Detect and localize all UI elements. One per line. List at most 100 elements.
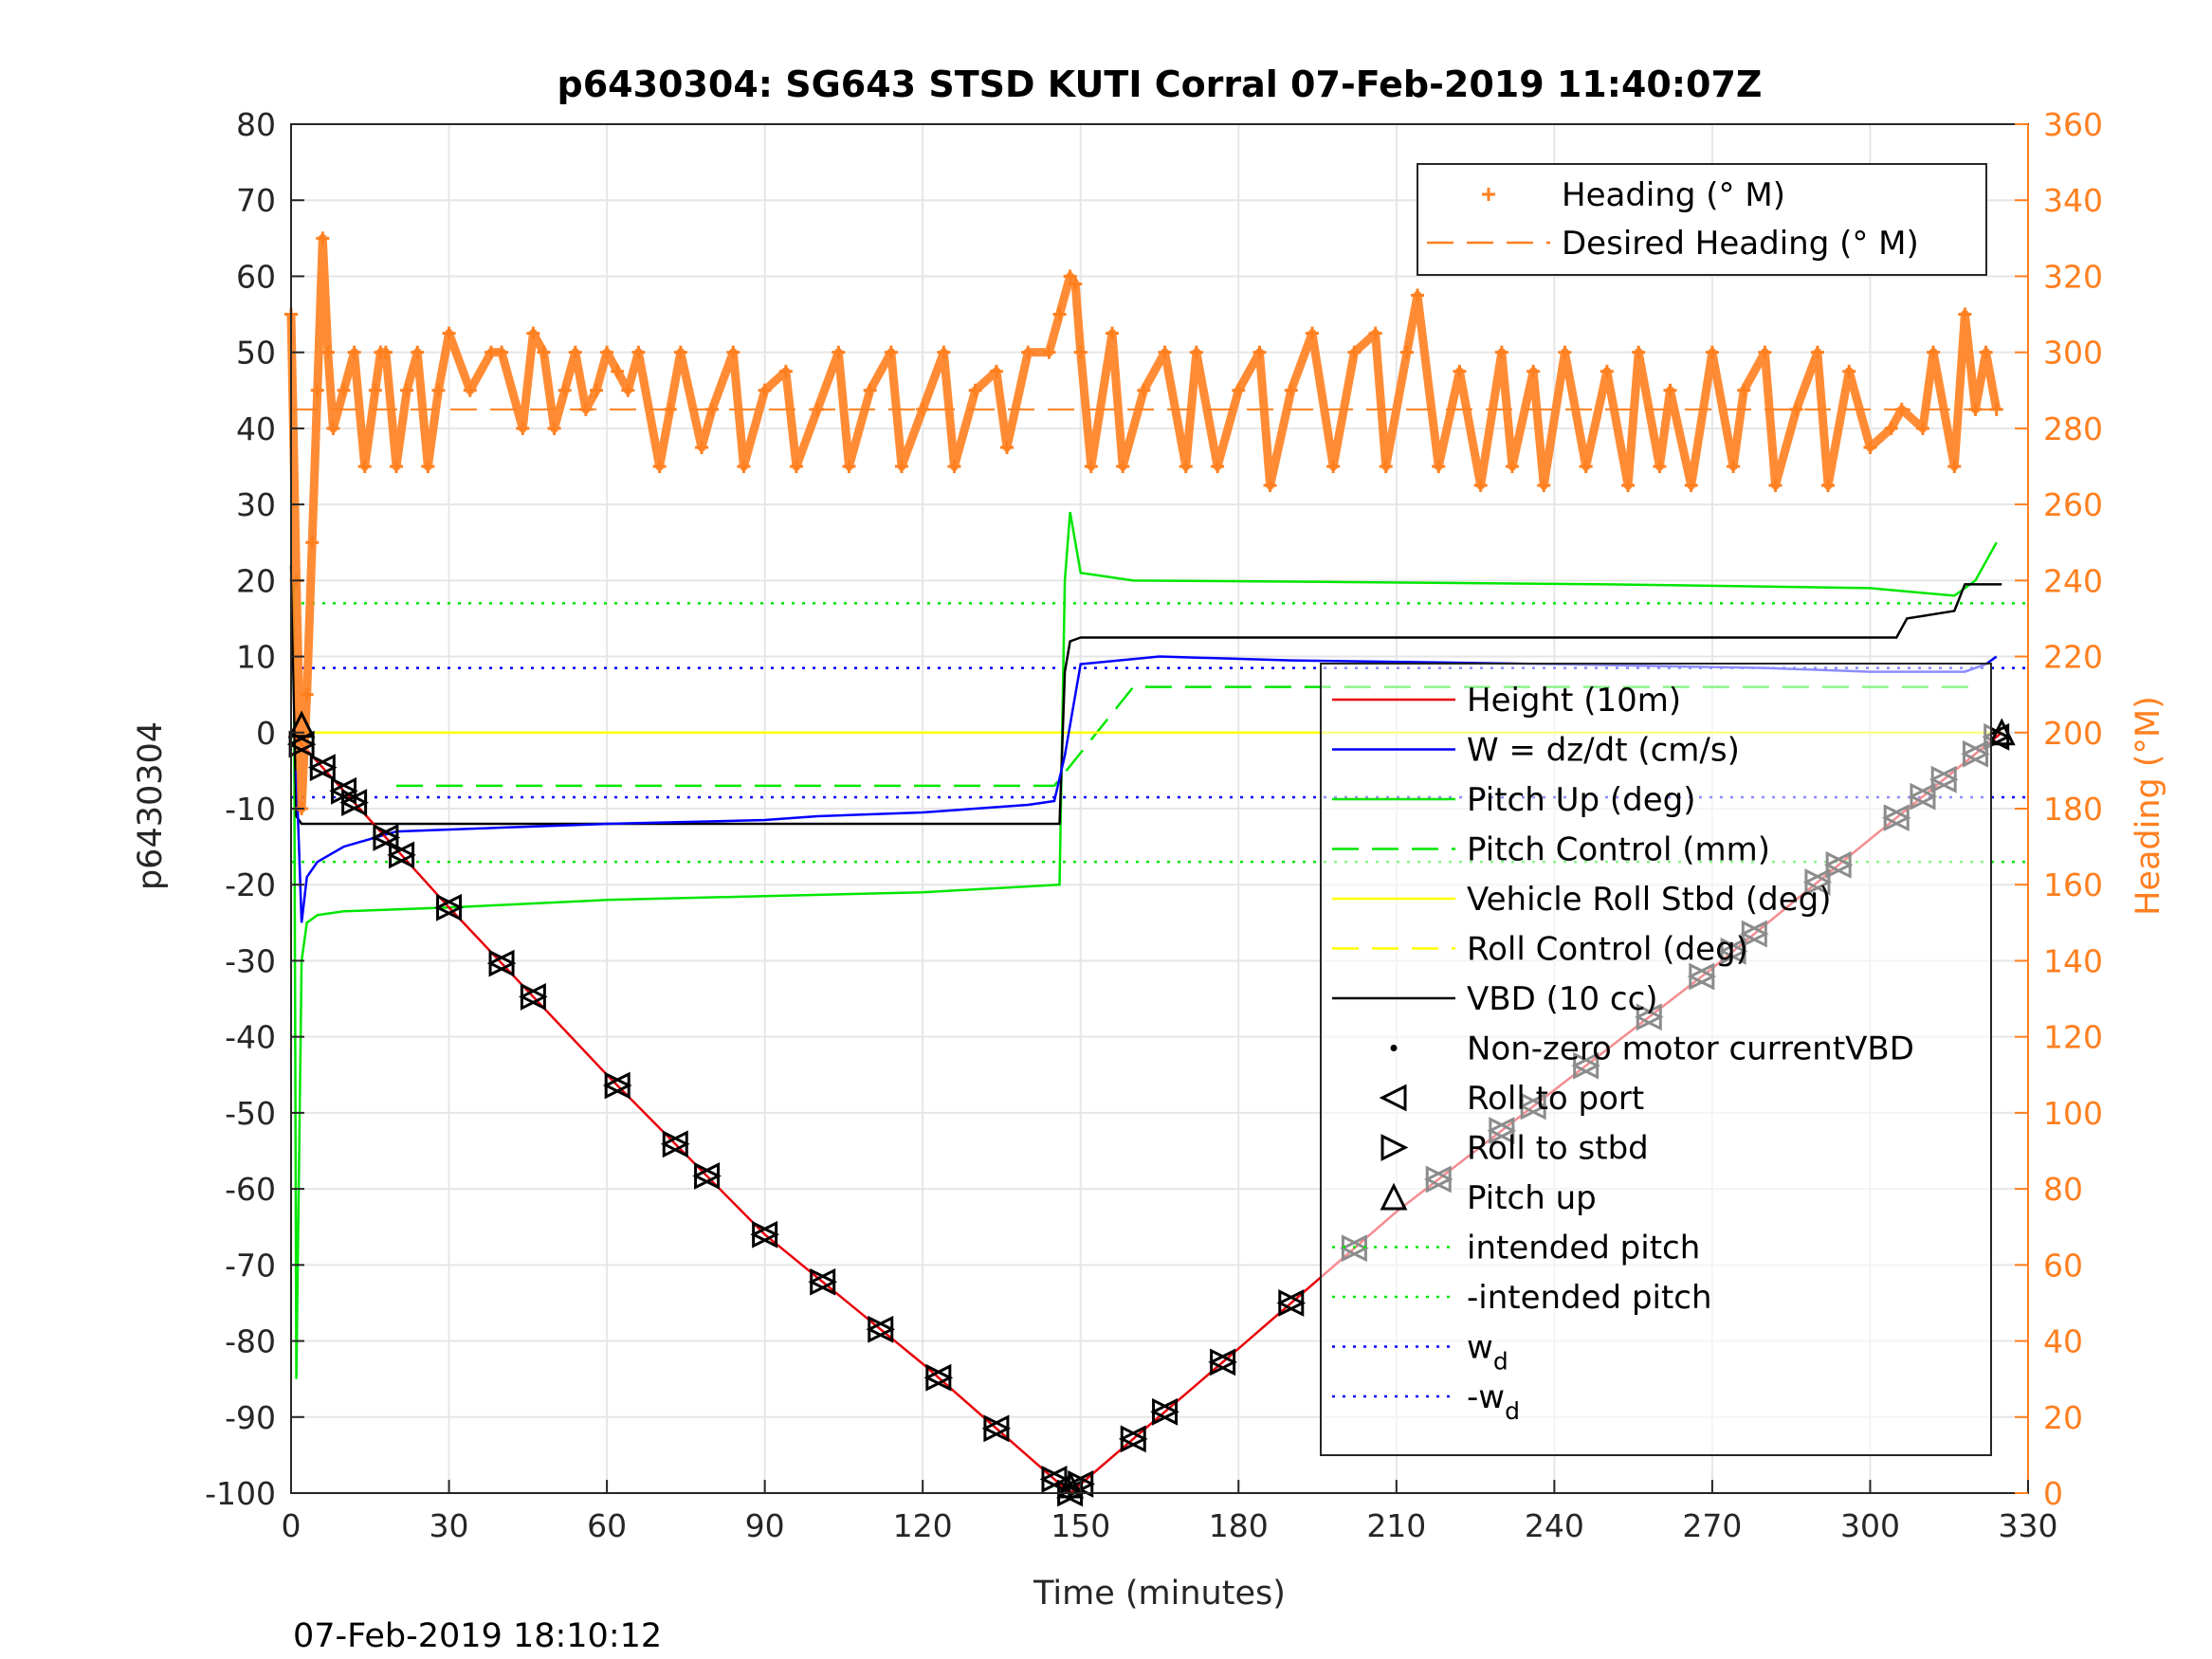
- x-tick-label: 90: [745, 1507, 785, 1544]
- heading-point: [1399, 345, 1414, 359]
- heading-point: [1084, 460, 1098, 473]
- heading-point: [1979, 345, 1993, 359]
- y2-tick-label: 300: [2043, 335, 2103, 372]
- x-tick-label: 150: [1051, 1507, 1110, 1544]
- y-tick-label: -90: [225, 1399, 276, 1436]
- roll-to-stbd-marker: [341, 789, 369, 817]
- roll-to-stbd-marker: [1120, 1425, 1148, 1453]
- roll-to-stbd-marker: [925, 1363, 954, 1392]
- y2-tick-label: 220: [2043, 639, 2103, 676]
- heading-point: [326, 421, 340, 435]
- y-tick-label: -10: [225, 791, 276, 828]
- legend-label: Height (10m): [1467, 682, 1681, 720]
- legend-label: wd: [1467, 1329, 1508, 1376]
- roll-to-stbd-marker: [373, 824, 401, 851]
- legend-label-text: Pitch Up (deg): [1467, 781, 1695, 819]
- roll-to-stbd-marker: [752, 1220, 779, 1249]
- legend-label-text: VBD (10 cc): [1467, 980, 1658, 1018]
- heading-point: [1106, 326, 1120, 340]
- legend-main-box: [1320, 663, 1992, 1456]
- y-tick-label: -60: [225, 1171, 276, 1208]
- heading-point: [968, 383, 982, 397]
- roll-to-stbd-marker: [1152, 1397, 1179, 1426]
- heading-point: [1663, 383, 1677, 397]
- x-tick-label: 240: [1525, 1507, 1584, 1544]
- y2-tick-label: 60: [2043, 1247, 2083, 1284]
- heading-point: [1947, 460, 1962, 473]
- y2-tick-label: 80: [2043, 1171, 2083, 1208]
- legend-label-text: Non-zero motor currentVBD: [1467, 1030, 1914, 1068]
- heading-point: [1284, 383, 1298, 397]
- heading-point: [1727, 460, 1741, 473]
- heading-point: [431, 383, 446, 397]
- y-tick-label: 60: [236, 258, 276, 295]
- y-tick-label: 0: [256, 715, 276, 752]
- legend-label-text: w: [1467, 1329, 1493, 1367]
- heading-point: [1653, 460, 1667, 473]
- x-axis-label: Time (minutes): [1033, 1575, 1286, 1613]
- heading-point: [310, 383, 324, 397]
- heading-point: [1758, 345, 1772, 359]
- heading-point: [320, 345, 335, 359]
- legend-label: Non-zero motor currentVBD: [1467, 1030, 1914, 1068]
- roll-to-stbd-marker: [662, 1130, 690, 1158]
- heading-point: [989, 364, 1003, 378]
- heading-point: [347, 345, 361, 359]
- y2-tick-label: 0: [2043, 1475, 2063, 1512]
- heading-point: [495, 345, 509, 359]
- y2-tick-label: 160: [2043, 866, 2103, 903]
- legend-heading-box: [1417, 163, 1987, 276]
- heading-point: [789, 460, 803, 473]
- heading-point: [516, 421, 530, 435]
- legend-label-text: Heading (° M): [1562, 176, 1785, 214]
- heading-point: [316, 231, 330, 246]
- legend-swatch-triangle: [1379, 1084, 1407, 1112]
- heading-point: [558, 383, 572, 397]
- heading-point: [1326, 460, 1341, 473]
- legend-label: Roll to port: [1467, 1080, 1644, 1118]
- roll-to-stbd-marker: [1210, 1348, 1237, 1376]
- roll-to-stbd-marker: [1278, 1289, 1307, 1317]
- heading-point: [1894, 402, 1909, 416]
- heading-point: [916, 402, 930, 416]
- legend-label-subscript: d: [1493, 1348, 1508, 1376]
- heading-point: [863, 383, 877, 397]
- heading-point: [1863, 440, 1877, 454]
- series-line-pitch-up-deg-: [292, 511, 1998, 1379]
- roll-to-stbd-marker: [520, 982, 548, 1011]
- y2-tick-label: 320: [2043, 258, 2103, 295]
- y2-axis-label: Heading (°M): [2130, 696, 2167, 916]
- x-tick-label: 0: [282, 1507, 302, 1544]
- x-tick-label: 120: [893, 1507, 953, 1544]
- legend-swatch-dot: [1390, 1045, 1398, 1051]
- legend-label-text: intended pitch: [1467, 1230, 1700, 1267]
- legend-swatch-triangle: [1380, 1182, 1408, 1211]
- heading-point: [1069, 277, 1083, 291]
- heading-point: [1494, 345, 1508, 359]
- heading-point: [1558, 345, 1572, 359]
- legend-label: VBD (10 cc): [1467, 980, 1658, 1018]
- x-tick-label: 60: [587, 1507, 627, 1544]
- y-tick-label: 10: [236, 639, 276, 676]
- heading-point: [337, 383, 351, 397]
- heading-point: [737, 460, 751, 473]
- y2-tick-label: 20: [2043, 1399, 2083, 1436]
- legend-label: Heading (° M): [1562, 176, 1785, 214]
- legend-label-text: Pitch up: [1467, 1179, 1597, 1217]
- heading-point: [1232, 383, 1246, 397]
- x-tick-label: 210: [1366, 1507, 1426, 1544]
- legend-label-text: Pitch Control (mm): [1467, 831, 1770, 869]
- heading-point: [1000, 440, 1015, 454]
- heading-point: [1842, 364, 1856, 378]
- heading-point: [1042, 345, 1056, 359]
- heading-point: [1821, 479, 1836, 493]
- roll-to-stbd-marker: [810, 1267, 838, 1296]
- heading-point: [621, 383, 635, 397]
- chart-title: p6430304: SG643 STSD KUTI Corral 07-Feb-…: [558, 64, 1763, 105]
- legend-label-text: -intended pitch: [1467, 1279, 1712, 1317]
- y-tick-label: -40: [225, 1019, 276, 1056]
- heading-point: [1021, 345, 1035, 359]
- heading-point: [1189, 345, 1203, 359]
- legend-heading: Heading (° M) Desired Heading (° M): [1417, 163, 1987, 276]
- heading-point: [1884, 421, 1898, 435]
